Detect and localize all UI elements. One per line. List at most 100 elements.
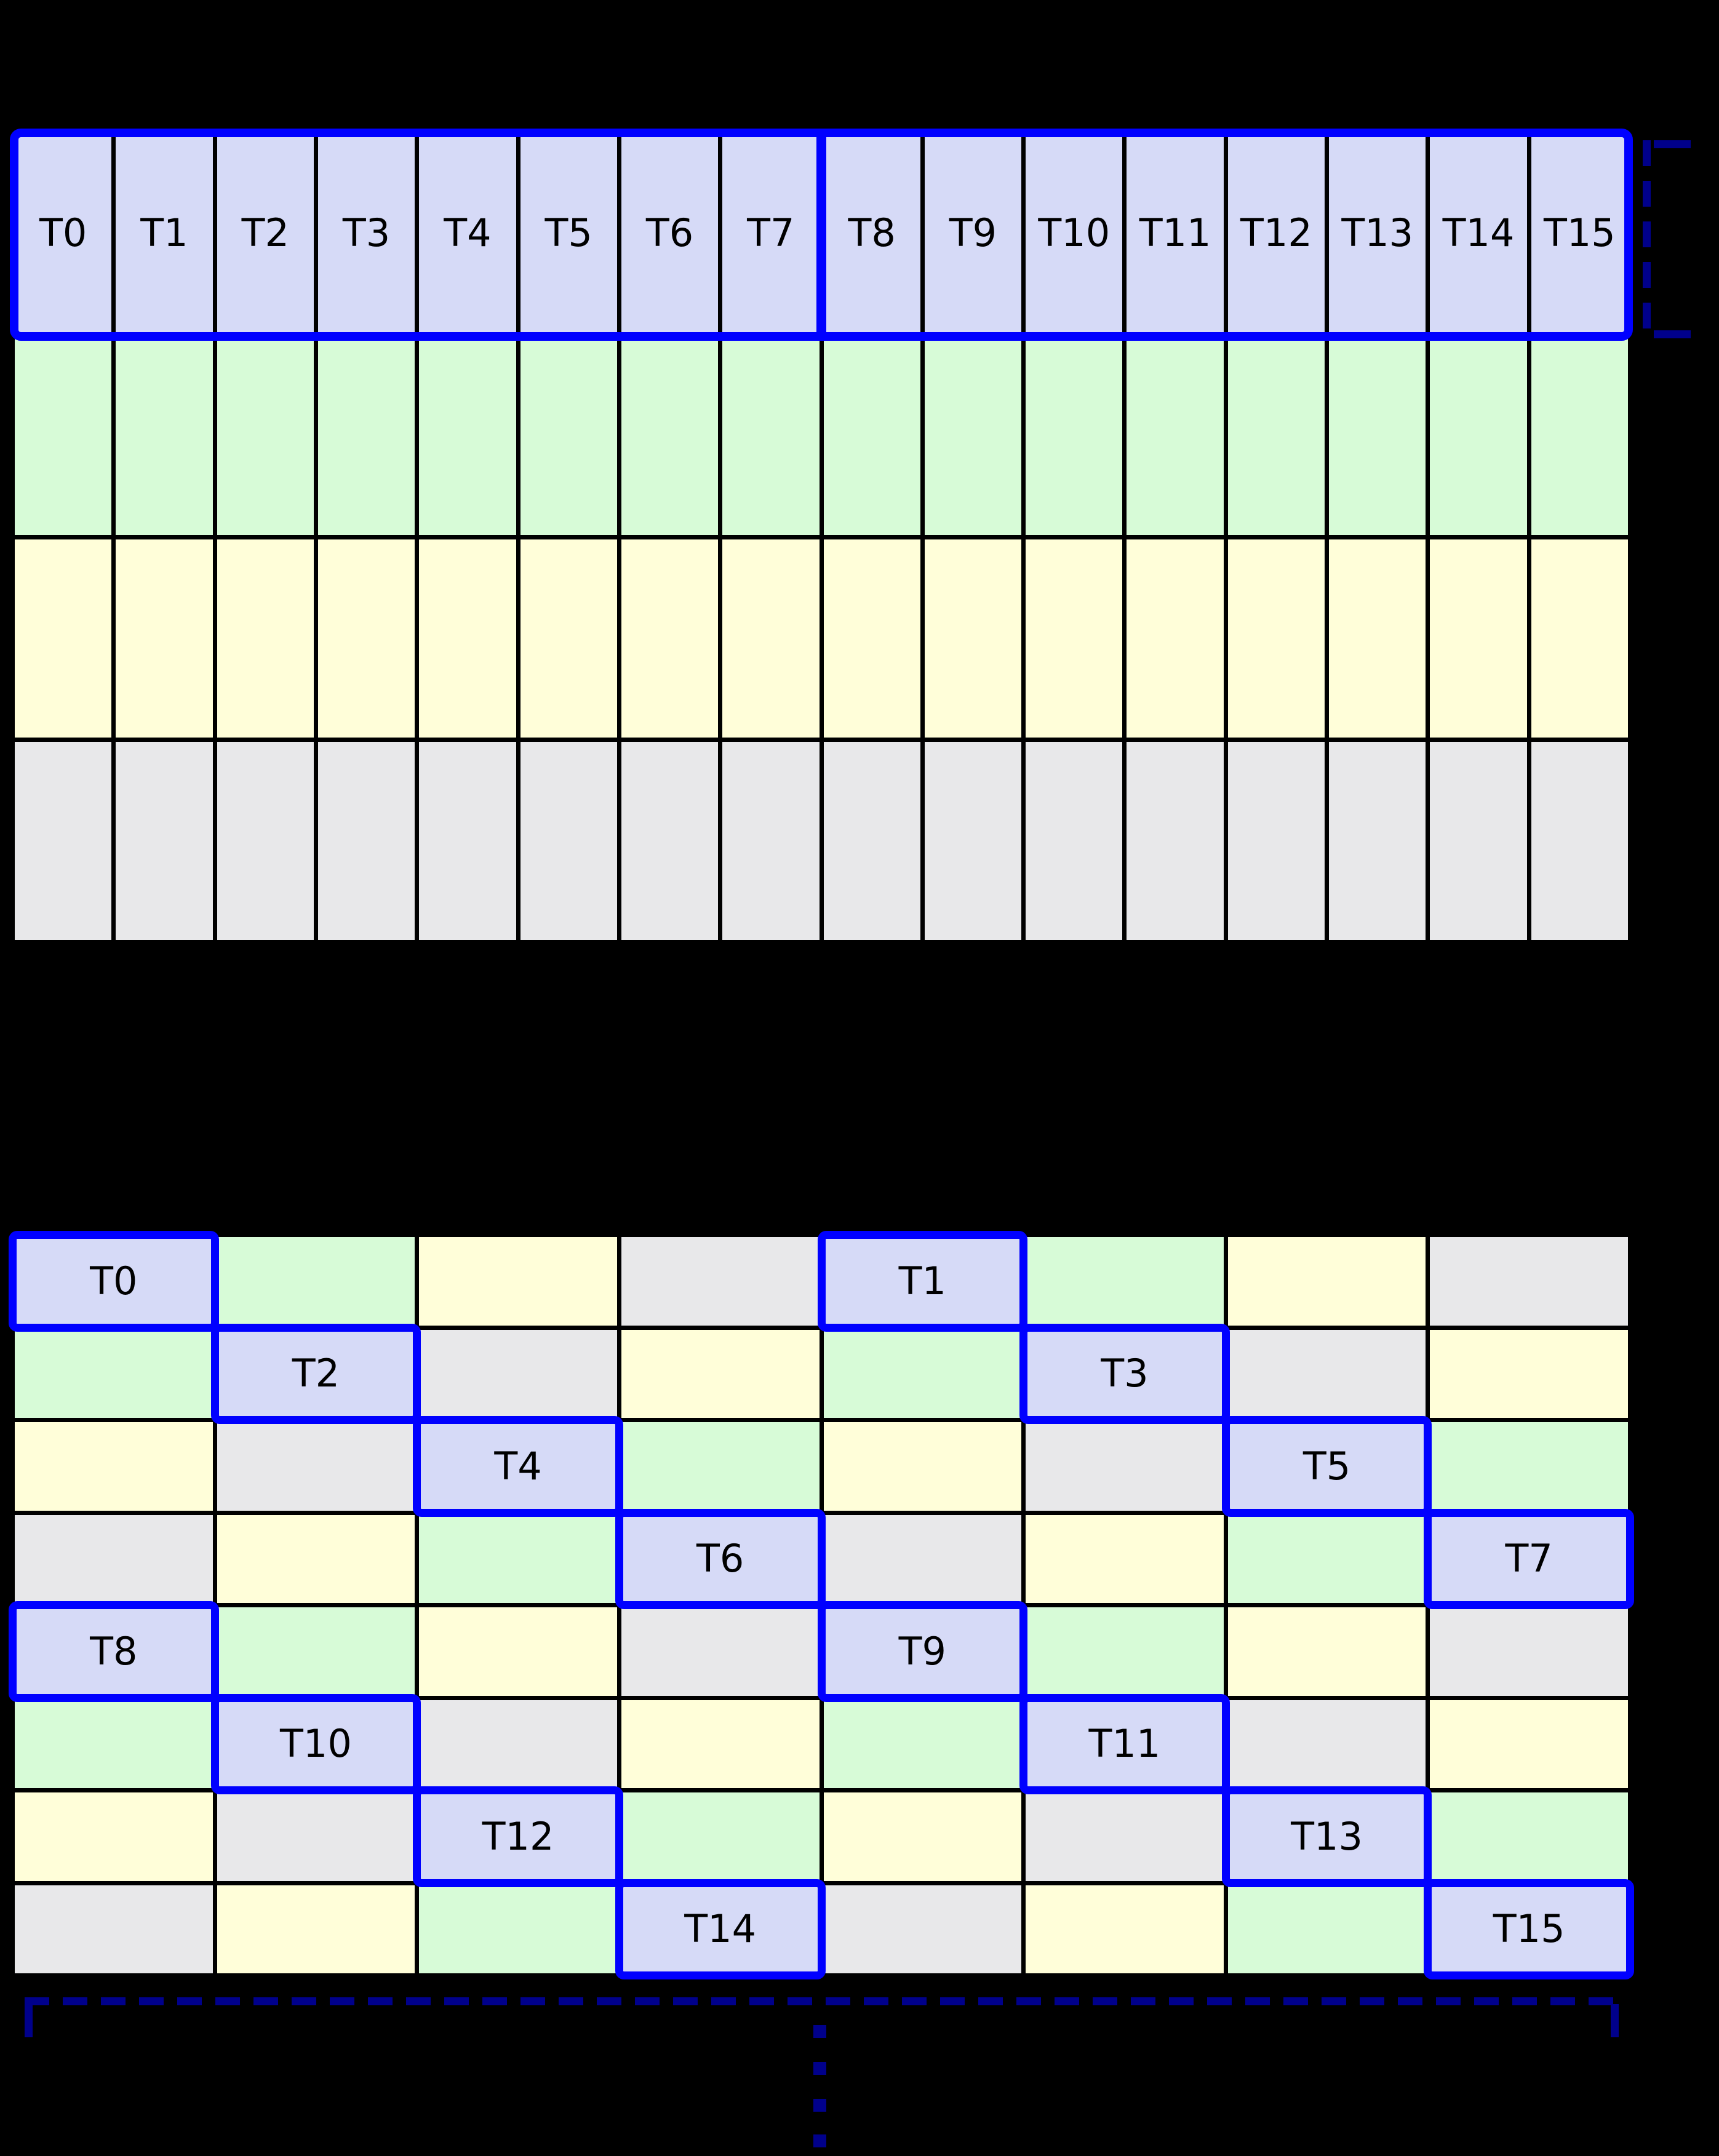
top-grid-green-cell [722, 337, 820, 535]
thread-label: T3 [1101, 1351, 1149, 1396]
thread-label: T1 [140, 210, 188, 255]
top-grid-thread-cell-T7: T7 [722, 133, 820, 333]
top-grid-gray-cell [1430, 742, 1527, 940]
top-grid-yellow-cell [1127, 539, 1224, 738]
top-grid-yellow-cell [1227, 539, 1325, 738]
thread-label: T8 [90, 1628, 138, 1674]
bottom-grid-green-cell [1026, 1607, 1224, 1696]
top-grid-yellow-cell [722, 539, 820, 738]
bottom-grid-thread-cell-T8: T8 [9, 1601, 219, 1702]
top-grid-gray-cell [1227, 742, 1325, 940]
bottom-grid-green-cell [823, 1329, 1022, 1418]
thread-label: T6 [696, 1536, 744, 1581]
top-grid-thread-cell-T10: T10 [1026, 133, 1123, 333]
bottom-grid-thread-cell-T12: T12 [413, 1786, 623, 1887]
bottom-grid-thread-cell-T1: T1 [817, 1231, 1028, 1332]
half-warp-extent-bracket-icon [1654, 330, 1691, 338]
bottom-grid-green-cell [419, 1885, 617, 1973]
bottom-grid-gray-cell [15, 1514, 213, 1603]
thread-label: T15 [1493, 1906, 1565, 1952]
top-grid-thread-cell-T12: T12 [1227, 133, 1325, 333]
top-grid-yellow-cell [621, 539, 719, 738]
top-grid-green-cell [823, 337, 920, 535]
top-grid-yellow-cell [419, 539, 516, 738]
top-grid-thread-cell-T8: T8 [823, 133, 920, 333]
top-grid-thread-cell-T0: T0 [15, 133, 112, 333]
bottom-grid-gray-cell [823, 1514, 1022, 1603]
top-grid-yellow-cell [15, 539, 112, 738]
top-grid-green-cell [520, 337, 617, 535]
bottom-grid-gray-cell [419, 1329, 617, 1418]
thread-label: T4 [444, 210, 492, 255]
bottom-grid-thread-cell-T15: T15 [1424, 1879, 1634, 1979]
top-grid-green-cell [116, 337, 213, 535]
top-grid-gray-cell [1531, 742, 1628, 940]
top-grid-gray-cell [823, 742, 920, 940]
top-grid-gray-cell [116, 742, 213, 940]
thread-label: T0 [39, 210, 87, 255]
top-grid-gray-cell [217, 742, 314, 940]
top-grid-gray-cell [15, 742, 112, 940]
bottom-grid-gray-cell [621, 1237, 820, 1326]
bottom-grid-yellow-cell [1227, 1237, 1426, 1326]
bottom-grid-green-cell [419, 1514, 617, 1603]
bottom-grid-green-cell [15, 1700, 213, 1788]
top-grid-thread-cell-T4: T4 [419, 133, 516, 333]
top-grid-yellow-cell [924, 539, 1022, 738]
thread-label: T1 [898, 1258, 946, 1303]
top-grid-green-cell [1227, 337, 1325, 535]
bottom-grid-thread-cell-T3: T3 [1019, 1323, 1230, 1424]
thread-label: T13 [1341, 210, 1414, 255]
top-grid-green-cell [317, 337, 415, 535]
bottom-grid-yellow-cell [1026, 1885, 1224, 1973]
thread-label: T2 [292, 1351, 340, 1396]
top-grid-gray-cell [317, 742, 415, 940]
top-grid-yellow-cell [1329, 539, 1426, 738]
bottom-grid-yellow-cell [419, 1237, 617, 1326]
bottom-grid-gray-cell [1227, 1329, 1426, 1418]
bottom-grid-green-cell [217, 1607, 415, 1696]
thread-label: T14 [1442, 210, 1515, 255]
top-grid-yellow-cell [823, 539, 920, 738]
top-grid-yellow-cell [217, 539, 314, 738]
thread-label: T2 [241, 210, 289, 255]
top-grid-thread-cell-T1: T1 [116, 133, 213, 333]
top-grid-gray-cell [520, 742, 617, 940]
bottom-grid-thread-cell-T6: T6 [615, 1508, 826, 1609]
row-extent-bracket-icon [25, 2004, 33, 2037]
thread-label: T14 [684, 1906, 757, 1952]
bottom-grid-gray-cell [621, 1607, 820, 1696]
bottom-grid-yellow-cell [823, 1422, 1022, 1511]
top-grid-yellow-cell [520, 539, 617, 738]
bottom-grid-thread-cell-T9: T9 [817, 1601, 1028, 1702]
top-grid-green-cell [1531, 337, 1628, 535]
top-grid-thread-cell-T3: T3 [317, 133, 415, 333]
top-grid-gray-cell [924, 742, 1022, 940]
top-grid-thread-cell-T5: T5 [520, 133, 617, 333]
top-grid-thread-cell-T11: T11 [1127, 133, 1224, 333]
thread-label: T12 [482, 1813, 554, 1859]
row-extent-bracket-icon [1611, 2004, 1619, 2037]
bottom-grid-yellow-cell [217, 1885, 415, 1973]
top-grid-green-cell [15, 337, 112, 535]
top-grid-gray-cell [722, 742, 820, 940]
ellipsis-dot [813, 2062, 826, 2075]
top-grid-green-cell [419, 337, 516, 535]
top-grid-green-cell [1026, 337, 1123, 535]
top-grid-green-cell [621, 337, 719, 535]
bottom-grid-yellow-cell [217, 1514, 415, 1603]
top-grid-yellow-cell [317, 539, 415, 738]
half-warp-extent-bracket-icon [1654, 140, 1691, 148]
top-grid-green-cell [1329, 337, 1426, 535]
bottom-grid-thread-cell-T4: T4 [413, 1416, 623, 1517]
bottom-grid-green-cell [15, 1329, 213, 1418]
bottom-grid-yellow-cell [621, 1329, 820, 1418]
bottom-grid-thread-cell-T5: T5 [1221, 1416, 1432, 1517]
bottom-grid-green-cell [1430, 1422, 1628, 1511]
ellipsis-dot [813, 2025, 826, 2038]
bottom-grid-gray-cell [15, 1885, 213, 1973]
bottom-grid-thread-cell-T7: T7 [1424, 1508, 1634, 1609]
bottom-memory-grid: T0 T1 T2 T3 T4 T5 T6 T7 T8 T9 T10 T11 T12 T13 T14 T15 [9, 1231, 1634, 1979]
bottom-grid-yellow-cell [1430, 1700, 1628, 1788]
top-grid-thread-cell-T9: T9 [924, 133, 1022, 333]
